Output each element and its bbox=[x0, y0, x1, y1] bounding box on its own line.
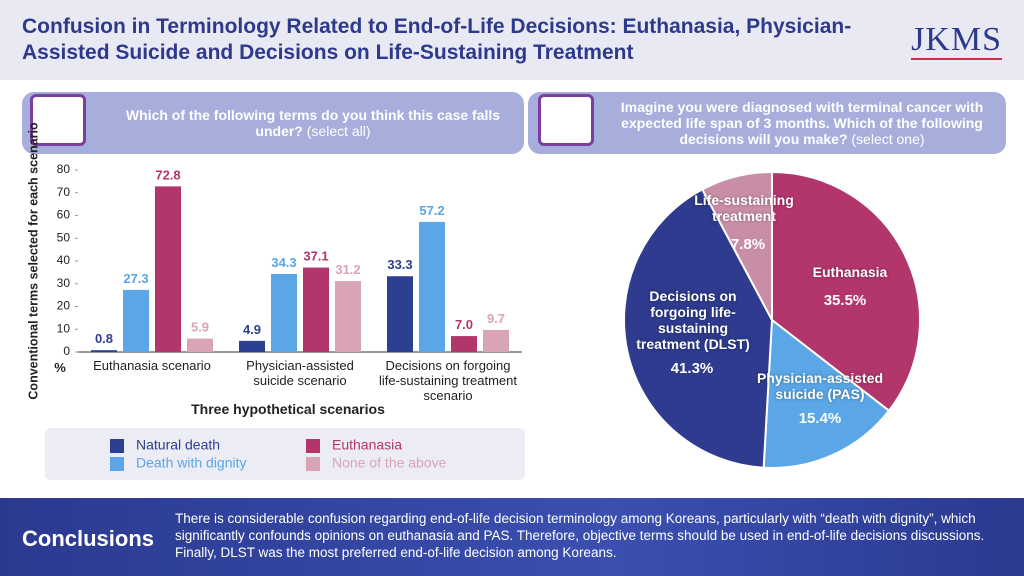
legend-label: Euthanasia bbox=[332, 437, 402, 453]
bar bbox=[155, 186, 181, 352]
bar bbox=[123, 289, 149, 352]
question-note: (select all) bbox=[306, 123, 371, 139]
icon bbox=[538, 94, 594, 146]
question: Which of the following terms do you thin… bbox=[102, 107, 524, 139]
slice-value: 7.8% bbox=[730, 236, 766, 253]
legend-swatch bbox=[110, 439, 124, 453]
slice-value: 35.5% bbox=[823, 292, 867, 309]
conclusions-band bbox=[0, 498, 1024, 576]
slice-label: Physician-assisted suicide (PAS) bbox=[756, 370, 884, 402]
data-label: 34.3 bbox=[271, 255, 296, 270]
y-axis-label: Conventional terms selected for each sce… bbox=[26, 122, 40, 400]
y-tick-label: 50 bbox=[57, 230, 71, 244]
y-tick-label: 30 bbox=[57, 276, 71, 290]
title: Confusion in Terminology Related to End-… bbox=[22, 15, 852, 64]
question-box: Which of the following terms do you thin… bbox=[22, 92, 524, 154]
y-tick-label: 20 bbox=[57, 299, 71, 313]
data-label: 4.9 bbox=[243, 322, 261, 337]
legend-box bbox=[45, 428, 525, 480]
bar bbox=[91, 350, 117, 352]
y-tick-label: 70 bbox=[57, 185, 71, 199]
slice-value: 41.3% bbox=[670, 360, 714, 377]
y-tick-label: 80 bbox=[57, 162, 71, 176]
y-unit: % bbox=[54, 360, 66, 375]
bar bbox=[239, 340, 265, 352]
data-label: 7.0 bbox=[455, 317, 473, 332]
bar bbox=[419, 221, 445, 352]
question-text: Which of the following terms do you thin… bbox=[125, 107, 501, 139]
legend-label: Death with dignity bbox=[136, 455, 247, 471]
x-tick-label: Physician-assisted suicide scenario bbox=[246, 358, 354, 388]
x-tick-label: Decisions on forgoing life-sustaining tr… bbox=[378, 358, 517, 403]
header bbox=[0, 0, 1024, 80]
data-label: 57.2 bbox=[419, 203, 444, 218]
question-text: Imagine you were diagnosed with terminal… bbox=[620, 99, 984, 147]
bar bbox=[303, 267, 329, 352]
data-label: 0.8 bbox=[95, 331, 113, 346]
question: Imagine you were diagnosed with terminal… bbox=[608, 99, 996, 147]
label-layer: Euthanasia scenario Physician-assisted su… bbox=[93, 192, 888, 427]
y-tick-label: 10 bbox=[57, 321, 71, 335]
legend-swatch bbox=[306, 439, 320, 453]
legend-label: Natural death bbox=[136, 437, 220, 453]
charts: 0 10 20 30 40 50 60 70 80 Conventional terms sele… bbox=[26, 122, 921, 480]
pie-slice bbox=[771, 170, 921, 413]
x-tick-label: Euthanasia scenario bbox=[93, 358, 211, 373]
slice-value: 15.4% bbox=[798, 410, 842, 427]
y-tick-label: 60 bbox=[57, 208, 71, 222]
slice-label: Decisions on forgoing life-sustaining tr… bbox=[636, 288, 750, 352]
pie-slice bbox=[762, 318, 891, 469]
conclusions-heading: Conclusions bbox=[22, 526, 155, 551]
legend-label: None of the above bbox=[332, 455, 447, 471]
data-label: 37.1 bbox=[303, 249, 328, 264]
legend-swatch bbox=[306, 457, 320, 471]
question-box: Imagine you were diagnosed with terminal… bbox=[528, 92, 1006, 154]
data-label: 33.3 bbox=[387, 257, 412, 272]
bar bbox=[271, 273, 297, 352]
data-label: 27.3 bbox=[123, 271, 148, 286]
y-tick-label: 0 bbox=[63, 344, 70, 358]
pie-slice bbox=[623, 188, 774, 469]
legend-swatch bbox=[110, 457, 124, 471]
pie-slice bbox=[700, 170, 773, 321]
logo: JKMS bbox=[911, 21, 1002, 60]
bar bbox=[387, 276, 413, 352]
question-note: (select one) bbox=[851, 131, 925, 147]
data-label: 72.8 bbox=[155, 167, 180, 182]
bar bbox=[451, 336, 477, 352]
bar bbox=[335, 281, 361, 352]
slice-label: Euthanasia bbox=[812, 264, 888, 280]
data-label: 9.7 bbox=[487, 311, 505, 326]
conclusions-text: There is considerable confusion regardin… bbox=[175, 511, 985, 560]
slice-label: Life-sustaining treatment bbox=[694, 192, 794, 224]
data-label: 31.2 bbox=[335, 262, 360, 277]
y-tick-label: 40 bbox=[57, 253, 71, 267]
x-axis-label: Three hypothetical scenarios bbox=[191, 401, 385, 417]
icon bbox=[30, 94, 86, 146]
bar bbox=[187, 338, 213, 352]
bar bbox=[483, 329, 509, 352]
data-label: 5.9 bbox=[191, 320, 209, 335]
